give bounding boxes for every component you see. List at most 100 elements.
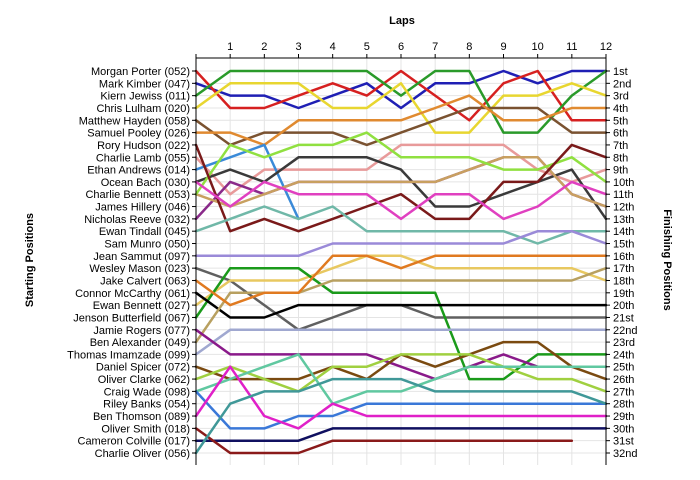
series-line-16 [194, 229, 608, 258]
starting-position-label: Jenson Butterfield (067) [73, 312, 190, 324]
starting-position-label: Samuel Pooley (026) [87, 128, 190, 140]
finishing-position-label: 29th [613, 411, 634, 423]
series-line-28 [194, 390, 608, 430]
x-tick-label: 11 [566, 41, 577, 53]
starting-position-label: James Hillery (046) [95, 202, 190, 214]
x-tick-label: 3 [295, 41, 301, 53]
starting-position-label: Morgan Porter (052) [91, 66, 190, 78]
finishing-position-label: 23rd [613, 337, 635, 349]
starting-position-label: Mark Kimber (047) [99, 78, 190, 90]
starting-position-label: Jamie Rogers (077) [93, 325, 190, 337]
starting-position-label: Cameron Colville (017) [78, 436, 191, 448]
series-line-22 [194, 254, 608, 307]
starting-position-label: Nicholas Reeve (032) [84, 214, 190, 226]
starting-position-label: Jean Sammut (097) [93, 251, 190, 263]
finishing-position-label: 25th [613, 362, 634, 374]
starting-position-label: Ethan Andrews (014) [87, 165, 190, 177]
starting-position-label: Wesley Mason (023) [89, 263, 190, 275]
starting-position-label: Thomas Imamzade (099) [67, 349, 190, 361]
x-tick-label: 1 [227, 41, 233, 53]
series-line-1 [194, 69, 608, 110]
series-line-19 [194, 266, 608, 381]
finishing-position-label: 6th [613, 128, 628, 140]
finishing-position-label: 24th [613, 349, 634, 361]
series-line-5 [194, 106, 608, 147]
x-tick-label: 4 [330, 41, 336, 53]
starting-position-label: Ben Thomson (089) [93, 411, 190, 423]
finishing-position-label: 11th [613, 189, 634, 201]
finishing-position-label: 12th [613, 202, 634, 214]
x-tick-label: 7 [432, 41, 438, 53]
series-line-14 [194, 205, 608, 245]
finishing-position-label: 19th [613, 288, 634, 300]
series-line-12 [194, 131, 608, 196]
finishing-position-label: 32nd [613, 448, 637, 460]
finishing-position-label: 31st [613, 436, 634, 448]
series-line-27 [194, 353, 608, 405]
starting-position-label: Oliver Clarke (062) [98, 374, 190, 386]
starting-position-label: Craig Wade (098) [104, 386, 190, 398]
finishing-position-label: 21st [613, 312, 634, 324]
left-axis-title: Starting Positions [24, 213, 36, 307]
finishing-position-label: 9th [613, 165, 628, 177]
finishing-position-label: 2nd [613, 78, 631, 90]
series-line-26 [194, 353, 608, 393]
series-line-30 [194, 427, 608, 442]
finishing-position-label: 5th [613, 115, 628, 127]
finishing-position-label: 4th [613, 103, 628, 115]
finishing-position-label: 28th [613, 399, 634, 411]
finishing-position-label: 27th [613, 386, 634, 398]
starting-position-label: Sam Munro (050) [104, 239, 190, 251]
series-layer [194, 69, 608, 455]
starting-position-label: Charlie Bennett (053) [85, 189, 190, 201]
series-line-4 [194, 82, 608, 134]
x-axis-title: Laps [389, 15, 415, 27]
x-tick-label: 6 [398, 41, 404, 53]
x-tick-label: 9 [500, 41, 506, 53]
finishing-position-label: 14th [613, 226, 634, 238]
starting-position-label: Oliver Smith (018) [101, 423, 190, 435]
finishing-position-label: 30th [613, 423, 634, 435]
right-axis-title: Finishing Positions [661, 209, 673, 310]
starting-position-label: Ewan Tindall (045) [99, 226, 190, 238]
series-line-15 [194, 180, 608, 221]
finishing-position-label: 10th [613, 177, 634, 189]
series-line-3 [194, 69, 608, 134]
series-line-29 [194, 365, 608, 430]
series-line-32 [194, 377, 608, 455]
finishing-position-label: 15th [613, 239, 634, 251]
series-line-2 [194, 69, 608, 122]
finishing-position-label: 20th [613, 300, 634, 312]
starting-position-label: Daniel Spicer (072) [96, 362, 190, 374]
starting-position-label: Riley Banks (054) [103, 399, 190, 411]
starting-position-label: Charlie Lamb (055) [96, 152, 190, 164]
x-tick-label: 5 [364, 41, 370, 53]
x-tick-label: 12 [600, 41, 612, 53]
series-line-18 [194, 254, 608, 307]
starting-position-label: Chris Lulham (020) [96, 103, 190, 115]
x-tick-label: 8 [466, 41, 472, 53]
series-line-11 [194, 156, 608, 208]
starting-position-label: Charlie Oliver (056) [95, 448, 190, 460]
x-tick-label: 2 [261, 41, 267, 53]
finishing-position-label: 22nd [613, 325, 637, 337]
finishing-position-label: 16th [613, 251, 634, 263]
finishing-position-label: 1st [613, 66, 628, 78]
starting-position-label: Rory Hudson (022) [97, 140, 190, 152]
starting-position-label: Connor McCarthy (061) [75, 288, 190, 300]
finishing-position-label: 8th [613, 152, 628, 164]
starting-position-label: Matthew Hayden (058) [79, 115, 190, 127]
starting-position-label: Ocean Bach (030) [101, 177, 190, 189]
starting-position-label: Ewan Bennett (027) [93, 300, 190, 312]
finishing-position-label: 7th [613, 140, 628, 152]
series-line-20 [194, 291, 608, 319]
series-line-23 [194, 328, 608, 356]
finishing-position-label: 13th [613, 214, 634, 226]
finishing-position-label: 18th [613, 275, 634, 287]
finishing-position-label: 26th [613, 374, 634, 386]
finishing-position-label: 17th [613, 263, 634, 275]
starting-position-label: Kiern Jewiss (011) [100, 91, 190, 103]
x-tick-label: 10 [532, 41, 544, 53]
